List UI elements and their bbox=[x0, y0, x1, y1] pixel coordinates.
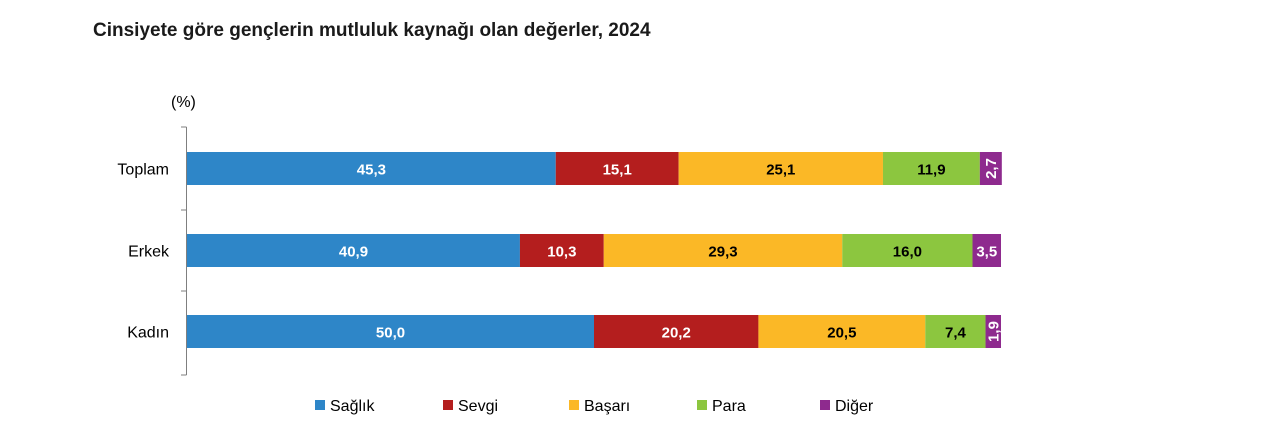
data-label: 11,9 bbox=[917, 162, 945, 179]
legend-label: Sevgi bbox=[458, 398, 498, 415]
legend-label: Sağlık bbox=[330, 398, 375, 415]
bar-segment bbox=[555, 152, 679, 185]
legend-label: Para bbox=[712, 398, 746, 415]
bar-segment bbox=[882, 152, 980, 185]
data-label: 40,9 bbox=[339, 244, 368, 261]
data-label: 29,3 bbox=[708, 244, 737, 261]
bar-segment bbox=[758, 315, 926, 348]
bar-segment bbox=[678, 152, 883, 185]
data-label: 1,9 bbox=[985, 321, 1002, 342]
data-label: 7,4 bbox=[945, 325, 967, 342]
bar-segment bbox=[842, 234, 973, 267]
data-label: 50,0 bbox=[376, 325, 405, 342]
bar-segment bbox=[603, 234, 843, 267]
bar-segment bbox=[519, 234, 604, 267]
legend-swatch bbox=[820, 400, 830, 410]
data-label: 10,3 bbox=[547, 244, 576, 261]
legend-swatch bbox=[443, 400, 453, 410]
data-label: 20,2 bbox=[662, 325, 691, 342]
legend-swatch bbox=[315, 400, 325, 410]
bar-segment bbox=[979, 152, 1002, 185]
data-label: 15,1 bbox=[603, 162, 632, 179]
category-label: Toplam bbox=[117, 162, 169, 179]
data-label: 2,7 bbox=[983, 158, 1000, 179]
legend-swatch bbox=[697, 400, 707, 410]
bar-segment bbox=[594, 315, 759, 348]
data-label: 16,0 bbox=[893, 244, 922, 261]
legend-label: Başarı bbox=[584, 398, 630, 415]
bar-segment bbox=[972, 234, 1001, 267]
data-label: 3,5 bbox=[976, 244, 997, 261]
category-label: Kadın bbox=[127, 325, 169, 342]
data-label: 45,3 bbox=[357, 162, 386, 179]
bar-segment bbox=[985, 315, 1001, 348]
bar-segment bbox=[187, 234, 520, 267]
data-label: 20,5 bbox=[827, 325, 856, 342]
bar-segment bbox=[187, 315, 594, 348]
legend-label: Diğer bbox=[835, 398, 874, 415]
bar-segment bbox=[925, 315, 986, 348]
chart-title: Cinsiyete göre gençlerin mutluluk kaynağ… bbox=[93, 20, 651, 41]
data-label: 25,1 bbox=[766, 162, 795, 179]
category-label: Erkek bbox=[128, 244, 170, 261]
bar-segment bbox=[187, 152, 556, 185]
legend-swatch bbox=[569, 400, 579, 410]
y-axis-unit-label: (%) bbox=[171, 94, 196, 111]
